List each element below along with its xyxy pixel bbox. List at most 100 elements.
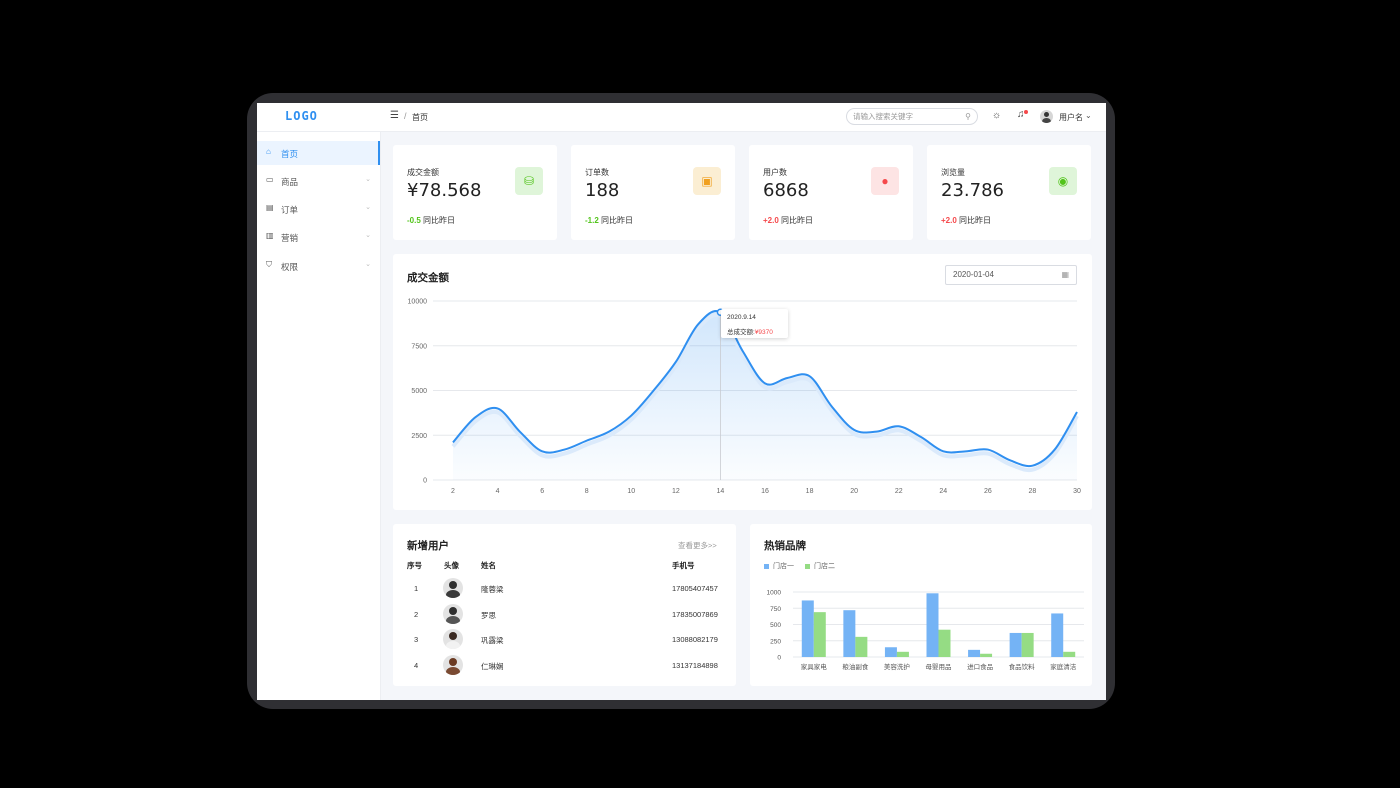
section-title: 新增用户: [407, 540, 449, 552]
sidebar-item-goods[interactable]: ▭ 商品 ⌄: [257, 169, 380, 193]
legend-item[interactable]: 门店二: [805, 561, 835, 571]
table-row[interactable]: 1 隆蓉梁 17805407457: [393, 576, 721, 602]
row-index: 4: [414, 661, 419, 670]
x-tick-label: 24: [939, 488, 947, 495]
shield-icon: ⛉: [266, 260, 272, 269]
delta-value: -0.5: [407, 216, 421, 225]
sidebar-item-label: 权限: [281, 262, 299, 272]
search-icon[interactable]: ⚲: [965, 112, 971, 121]
x-tick-label: 2: [451, 488, 455, 495]
y-tick-label: 1000: [767, 590, 782, 597]
date-input[interactable]: [953, 270, 1053, 279]
y-tick-label: 2500: [411, 433, 427, 440]
legend-item[interactable]: 门店一: [764, 561, 794, 571]
user-name: 仁琳娴: [481, 662, 504, 671]
section-title: 热销品牌: [764, 540, 806, 552]
delta-value: +2.0: [763, 216, 779, 225]
line-shadow: [451, 313, 1079, 473]
stat-title: 用户数: [763, 168, 787, 177]
username[interactable]: 用户名: [1059, 113, 1083, 122]
stat-card-users: 用户数 6868 +2.0 同比昨日 ●: [749, 145, 913, 240]
table-row[interactable]: 2 罗思 17835007869: [393, 602, 721, 628]
sidebar-item-home[interactable]: ⌂ 首页: [257, 141, 380, 165]
date-picker[interactable]: ▦: [945, 265, 1077, 285]
home-icon: ⌂: [266, 147, 271, 156]
chart-tooltip: 2020.9.14 总成交额:¥9370: [721, 309, 788, 338]
column-header: 手机号: [672, 561, 695, 570]
sidebar-item-label: 首页: [281, 149, 299, 159]
bar: [1009, 632, 1022, 657]
x-tick-label: 母婴用品: [926, 663, 952, 671]
bar: [801, 600, 814, 657]
user-phone: 17835007869: [672, 610, 718, 619]
y-tick-label: 7500: [411, 343, 427, 350]
tooltip-label: 总成交额:: [727, 329, 755, 336]
bar: [1021, 632, 1034, 657]
table-row[interactable]: 3 巩露梁 13088082179: [393, 627, 721, 653]
x-tick-label: 20: [850, 488, 858, 495]
legend-label: 门店二: [814, 563, 835, 570]
calendar-icon[interactable]: ▦: [1061, 270, 1069, 279]
bell-icon[interactable]: ♫: [1017, 109, 1025, 120]
theme-icon[interactable]: ☼: [992, 110, 1002, 121]
bar: [968, 649, 981, 657]
delta-value: -1.2: [585, 216, 599, 225]
x-tick-label: 16: [761, 488, 769, 495]
search-box: ⚲: [846, 108, 978, 125]
tooltip-value: ¥9370: [754, 329, 773, 336]
x-tick-label: 家庭清洁: [1050, 662, 1077, 671]
user-name: 巩露梁: [481, 636, 504, 645]
sidebar-item-orders[interactable]: ▤ 订单 ⌄: [257, 197, 380, 221]
user-name: 隆蓉梁: [481, 585, 504, 594]
stat-title: 成交金额: [407, 168, 439, 177]
y-tick-label: 250: [770, 638, 781, 645]
row-index: 2: [414, 610, 419, 619]
x-tick-label: 30: [1073, 488, 1081, 495]
x-tick-label: 8: [585, 488, 589, 495]
stat-title: 浏览量: [941, 168, 965, 177]
x-tick-label: 4: [496, 488, 500, 495]
bar: [926, 593, 939, 657]
menu-icon[interactable]: ☰: [390, 110, 399, 121]
avatar: [443, 578, 463, 598]
x-tick-label: 14: [717, 488, 725, 495]
series-line: [452, 310, 1078, 468]
view-more-link[interactable]: 查看更多>>: [678, 541, 717, 550]
sidebar: ⌂ 首页 ▭ 商品 ⌄ ▤ 订单 ⌄ ▥ 营销 ⌄ ⛉ 权限 ⌄: [257, 132, 381, 700]
search-input[interactable]: [853, 111, 963, 122]
user-icon: ●: [871, 167, 899, 195]
row-index: 1: [414, 584, 419, 593]
bar-chart: 0 250 500 750 1000 家具家电 粮油副食 美容洗护 母婴用品 进口食品 食品饮料 家庭…: [767, 590, 1084, 671]
top-bar: LOGO ☰ / 首页 ⚲ ☼ ♫ 用户名 ⌄: [257, 103, 1106, 132]
bar: [843, 610, 856, 657]
x-tick-label: 12: [672, 488, 680, 495]
y-tick-label: 750: [770, 606, 781, 613]
x-tick-label: 18: [806, 488, 814, 495]
column-header: 姓名: [481, 561, 496, 570]
chevron-down-icon: ⌄: [365, 176, 371, 183]
hot-brands-card: 热销品牌 门店一 门店二 0 250 500 750 1000 家具家电 粮油副食 美容洗护 母…: [750, 524, 1092, 686]
avatar[interactable]: [1040, 110, 1053, 123]
stat-value: 6868: [763, 180, 809, 201]
bar: [1063, 651, 1076, 657]
eye-icon: ◉: [1049, 167, 1077, 195]
revenue-chart-card: 成交金额 ▦ 025005000750010000246810121416182…: [393, 254, 1092, 510]
stat-card-orders: 订单数 188 -1.2 同比昨日 ▣: [571, 145, 735, 240]
y-tick-label: 10000: [408, 299, 428, 306]
section-title: 成交金额: [407, 272, 449, 284]
y-tick-label: 5000: [411, 388, 427, 395]
stat-delta: +2.0 同比昨日: [763, 215, 813, 226]
table-row[interactable]: 4 仁琳娴 13137184898: [393, 653, 721, 679]
breadcrumb-separator: /: [404, 111, 407, 121]
sidebar-item-permissions[interactable]: ⛉ 权限 ⌄: [257, 254, 380, 278]
delta-value: +2.0: [941, 216, 957, 225]
stat-delta: +2.0 同比昨日: [941, 215, 991, 226]
chevron-down-icon[interactable]: ⌄: [1085, 111, 1092, 120]
bar: [884, 647, 897, 657]
sidebar-item-marketing[interactable]: ▥ 营销 ⌄: [257, 225, 380, 249]
user-phone: 17805407457: [672, 584, 718, 593]
sidebar-item-label: 订单: [281, 205, 299, 215]
logo[interactable]: LOGO: [285, 109, 318, 123]
breadcrumb[interactable]: 首页: [412, 113, 428, 122]
